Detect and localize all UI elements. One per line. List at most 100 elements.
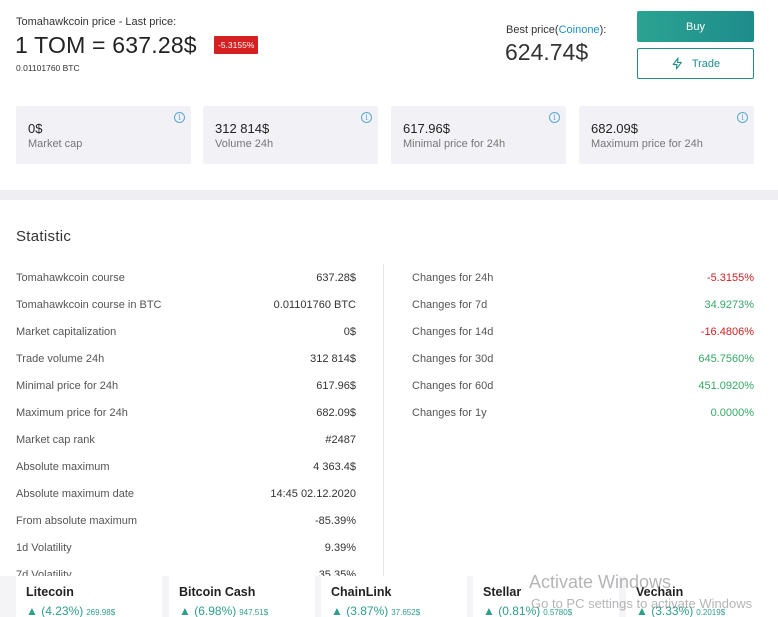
ticker-change: ▲ (4.23%)	[26, 604, 84, 617]
trade-button[interactable]: Trade	[637, 48, 754, 79]
ticker-item-vechain[interactable]: Vechain ▲ (3.33%) 0.2019$	[626, 576, 778, 617]
stat-value: #2487	[325, 433, 356, 446]
stat-value: 14:45 02.12.2020	[270, 487, 356, 500]
ticker-name: ChainLink	[331, 585, 392, 599]
ticker-name: Vechain	[636, 585, 684, 599]
ticker-name: Bitcoin Cash	[179, 585, 256, 599]
best-price-suffix: ):	[599, 24, 607, 36]
stat-row: Maximum price for 24h 682.09$	[16, 399, 356, 426]
info-icon[interactable]: i	[361, 112, 372, 123]
lightning-icon	[672, 57, 682, 70]
best-price-value: 624.74$	[505, 39, 589, 65]
change-value: 0.0000%	[710, 406, 754, 419]
last-price: 1 TOM = 637.28$	[15, 32, 197, 58]
stat-key: Absolute maximum	[16, 460, 110, 473]
card-label: Market cap	[28, 138, 83, 150]
info-icon[interactable]: i	[737, 112, 748, 123]
stat-row: 1d Volatility 9.39%	[16, 534, 356, 561]
change-row: Changes for 24h -5.3155%	[412, 264, 754, 291]
stat-key: Market cap rank	[16, 433, 95, 446]
stat-row: Absolute maximum 4 363.4$	[16, 453, 356, 480]
price-subtitle: Tomahawkcoin price - Last price:	[16, 16, 177, 28]
stat-row: Tomahawkcoin course 637.28$	[16, 264, 356, 291]
stat-value: 637.28$	[316, 271, 356, 284]
statistic-title: Statistic	[16, 228, 72, 245]
change-row: Changes for 30d 645.7560%	[412, 345, 754, 372]
card-volume: 312 814$ Volume 24h i	[203, 106, 378, 164]
change-key: Changes for 1y	[412, 406, 487, 419]
coin-ticker: Litecoin ▲ (4.23%) 269.98$ Bitcoin Cash ▲…	[0, 576, 778, 617]
card-value: 0$	[28, 121, 43, 136]
change-row: Changes for 60d 451.0920%	[412, 372, 754, 399]
stat-key: 1d Volatility	[16, 541, 72, 554]
best-price-label: Best price(Coinone):	[506, 24, 606, 36]
change-key: Changes for 7d	[412, 298, 488, 311]
stat-value: 312 814$	[310, 352, 356, 365]
ticker-name: Litecoin	[26, 585, 74, 599]
stat-key: Tomahawkcoin course in BTC	[16, 298, 162, 311]
price-header: Tomahawkcoin price - Last price: 1 TOM =…	[0, 0, 778, 105]
stat-value: 4 363.4$	[313, 460, 356, 473]
buy-button[interactable]: Buy	[637, 11, 754, 42]
stat-row: From absolute maximum -85.39%	[16, 507, 356, 534]
change-row: Changes for 7d 34.9273%	[412, 291, 754, 318]
card-value: 617.96$	[403, 121, 450, 136]
ticker-item-bitcoin-cash[interactable]: Bitcoin Cash ▲ (6.98%) 947.51$	[169, 576, 315, 617]
btc-price: 0.01101760 BTC	[16, 63, 80, 73]
ticker-line: ▲ (0.81%) 0.5780$	[483, 602, 572, 617]
stat-value: -85.39%	[315, 514, 356, 527]
change-key: Changes for 60d	[412, 379, 494, 392]
stat-row: Absolute maximum date 14:45 02.12.2020	[16, 480, 356, 507]
ticker-price: 37.652$	[391, 608, 421, 617]
stat-key: Absolute maximum date	[16, 487, 134, 500]
stat-value: 617.96$	[316, 379, 356, 392]
ticker-change: ▲ (6.98%)	[179, 604, 237, 617]
change-row: Changes for 14d -16.4806%	[412, 318, 754, 345]
stat-key: From absolute maximum	[16, 514, 138, 527]
stat-key: Maximum price for 24h	[16, 406, 128, 419]
stat-key: Market capitalization	[16, 325, 117, 338]
change-key: Changes for 24h	[412, 271, 494, 284]
stat-key: Minimal price for 24h	[16, 379, 119, 392]
change-key: Changes for 14d	[412, 325, 494, 338]
ticker-item-litecoin[interactable]: Litecoin ▲ (4.23%) 269.98$	[16, 576, 162, 617]
ticker-price: 0.2019$	[696, 608, 726, 617]
stat-row: Market capitalization 0$	[16, 318, 356, 345]
stat-value: 682.09$	[316, 406, 356, 419]
change-value: 645.7560%	[698, 352, 754, 365]
ticker-line: ▲ (3.87%) 37.652$	[331, 602, 420, 617]
ticker-item-stellar[interactable]: Stellar ▲ (0.81%) 0.5780$	[473, 576, 619, 617]
column-separator	[383, 264, 384, 594]
change-key: Changes for 30d	[412, 352, 494, 365]
card-value: 312 814$	[215, 121, 270, 136]
ticker-change: ▲ (3.87%)	[331, 604, 389, 617]
change-row: Changes for 1y 0.0000%	[412, 399, 754, 426]
ticker-line: ▲ (3.33%) 0.2019$	[636, 602, 725, 617]
ticker-price: 0.5780$	[543, 608, 573, 617]
card-max-price: 682.09$ Maximum price for 24h i	[579, 106, 754, 164]
stat-row: Minimal price for 24h 617.96$	[16, 372, 356, 399]
ticker-line: ▲ (6.98%) 947.51$	[179, 602, 268, 617]
change-value: -16.4806%	[700, 325, 754, 338]
section-divider	[0, 190, 778, 200]
card-label: Minimal price for 24h	[403, 138, 506, 150]
card-min-price: 617.96$ Minimal price for 24h i	[391, 106, 566, 164]
stat-key: Tomahawkcoin course	[16, 271, 125, 284]
ticker-change: ▲ (3.33%)	[636, 604, 694, 617]
stat-value: 0$	[343, 325, 356, 338]
stat-row: Tomahawkcoin course in BTC 0.01101760 BTC	[16, 291, 356, 318]
ticker-change: ▲ (0.81%)	[483, 604, 541, 617]
change-value: 34.9273%	[704, 298, 754, 311]
info-icon[interactable]: i	[549, 112, 560, 123]
card-value: 682.09$	[591, 121, 638, 136]
change-value: 451.0920%	[698, 379, 754, 392]
best-price-prefix: Best price(	[506, 24, 559, 36]
info-icon[interactable]: i	[174, 112, 185, 123]
card-label: Maximum price for 24h	[591, 138, 703, 150]
card-market-cap: 0$ Market cap i	[16, 106, 191, 164]
change-badge: -5.3155%	[214, 36, 259, 54]
change-value: -5.3155%	[706, 271, 754, 284]
ticker-price: 269.98$	[86, 608, 116, 617]
coinone-link[interactable]: Coinone	[558, 24, 600, 36]
ticker-item-chainlink[interactable]: ChainLink ▲ (3.87%) 37.652$	[321, 576, 467, 617]
